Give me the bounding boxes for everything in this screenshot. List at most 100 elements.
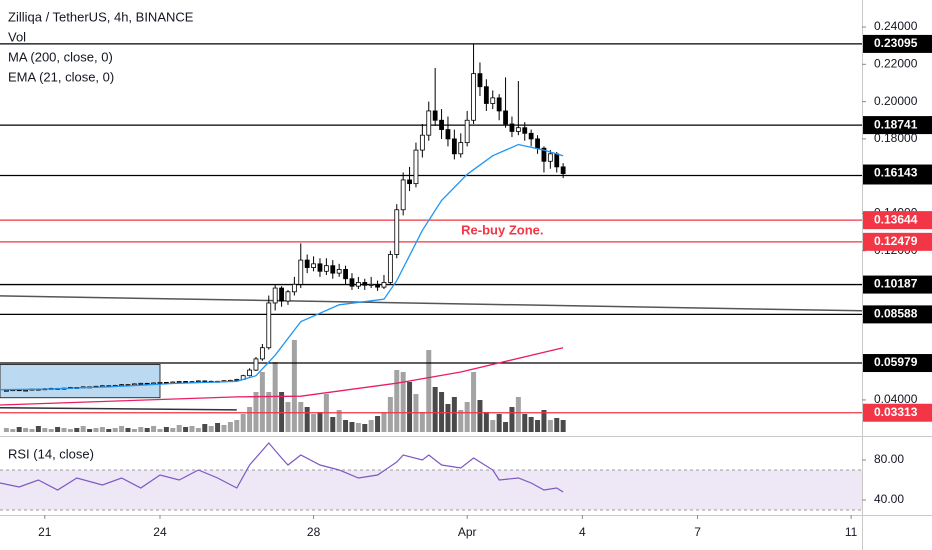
volume-bar — [259, 372, 265, 432]
candle-body — [560, 166, 566, 174]
axis: 0.240000.220000.200000.180000.140000.120… — [38, 19, 932, 539]
volume-bar — [163, 427, 169, 432]
y-tick-label: 0.24000 — [874, 19, 918, 33]
volume-bar — [80, 426, 86, 432]
candle-body — [426, 110, 432, 136]
rsi-tick-label: 40.00 — [874, 492, 904, 506]
candle-body — [375, 283, 380, 288]
volume-bar — [183, 427, 189, 432]
volume-bar — [522, 414, 528, 432]
volume-bar — [330, 417, 336, 432]
candle-body — [471, 73, 476, 121]
volume-bar — [560, 420, 566, 432]
volume-bar — [10, 429, 16, 432]
candle-body — [407, 179, 412, 185]
volume-bar — [400, 372, 406, 432]
candle-body — [234, 379, 240, 381]
volume-bar — [381, 412, 387, 432]
candle-body — [183, 381, 188, 383]
volume-bar — [541, 410, 547, 432]
volume-bar — [67, 429, 73, 432]
volume-bar — [362, 424, 368, 432]
candle-body — [3, 389, 9, 392]
volume-bar — [394, 370, 400, 432]
candle-body — [394, 209, 400, 255]
volume-bar — [432, 387, 438, 432]
volume-bar — [483, 412, 489, 432]
volume-bar — [87, 429, 93, 432]
volume-bar — [208, 426, 214, 432]
x-tick-label: 7 — [694, 525, 701, 539]
volume-bar — [496, 414, 502, 432]
level-label-box — [863, 305, 932, 324]
candle-body — [362, 282, 368, 286]
volume-bar — [234, 420, 240, 432]
x-tick-label: 4 — [579, 525, 586, 539]
level-label-box — [863, 354, 932, 373]
volume-bar — [490, 420, 496, 432]
candle-body — [138, 382, 144, 385]
level-label-box — [863, 34, 932, 53]
x-tick-label: 21 — [38, 525, 52, 539]
candle-body — [304, 259, 310, 268]
volume-bar — [464, 402, 470, 432]
candle-body — [445, 129, 451, 140]
volume-bar — [266, 392, 272, 432]
plot: Re-buy Zone. — [0, 43, 863, 511]
candle-body — [541, 147, 547, 162]
volume-bar — [16, 427, 22, 432]
rsi-tick-label: 80.00 — [874, 452, 904, 466]
x-tick-label: Apr — [458, 525, 477, 539]
level-label-box — [863, 275, 932, 294]
candle-body — [317, 263, 323, 272]
candle-body — [387, 254, 393, 283]
price-label: 0.16143 — [874, 166, 918, 180]
volume-bar — [23, 428, 29, 432]
y-tick-label: 0.22000 — [874, 56, 918, 70]
volume-bar — [221, 425, 227, 432]
candle-body — [503, 110, 508, 125]
volume-bar — [170, 428, 176, 432]
volume-bar — [355, 423, 361, 432]
candle-body — [535, 138, 540, 149]
volume-bar — [547, 420, 553, 432]
volume-bar — [48, 429, 54, 432]
candle-body — [419, 134, 425, 151]
candle-body — [343, 269, 348, 280]
candle-body — [483, 86, 489, 104]
candle-body — [464, 119, 470, 144]
volume-bar — [317, 412, 323, 432]
volume-bar — [291, 340, 297, 432]
candle-body — [413, 149, 419, 185]
volume-bar — [61, 428, 67, 432]
level-label: 0.18741 — [874, 117, 918, 131]
volume-bar — [535, 420, 541, 432]
candle-body — [298, 259, 304, 285]
volume-bar — [195, 428, 201, 432]
volume-bar — [509, 407, 515, 432]
candle-body — [355, 282, 361, 287]
level-label: 0.03313 — [874, 405, 918, 419]
legend-entry: EMA (21, close, 0) — [8, 69, 114, 84]
volume-bar — [503, 422, 509, 432]
volume-bar — [554, 418, 560, 432]
x-tick-label: 11 — [845, 525, 858, 539]
candle-body — [490, 97, 496, 104]
volume-bar — [528, 417, 534, 432]
volume-bar — [515, 397, 521, 432]
candle-body — [554, 153, 560, 168]
volume-bar — [349, 422, 355, 432]
volume-bar — [74, 428, 80, 432]
volume-bar — [202, 424, 208, 432]
ma200-line — [0, 347, 564, 406]
volume-bar — [227, 422, 233, 432]
level-label-box — [863, 232, 932, 251]
candle-body — [458, 142, 464, 155]
volume-bar — [285, 402, 291, 432]
candle-body — [157, 382, 163, 384]
volume-bar — [387, 397, 393, 432]
y-tick-label: 0.20000 — [874, 94, 918, 108]
y-tick-label: 0.04000 — [874, 392, 918, 406]
trendline — [0, 295, 863, 312]
